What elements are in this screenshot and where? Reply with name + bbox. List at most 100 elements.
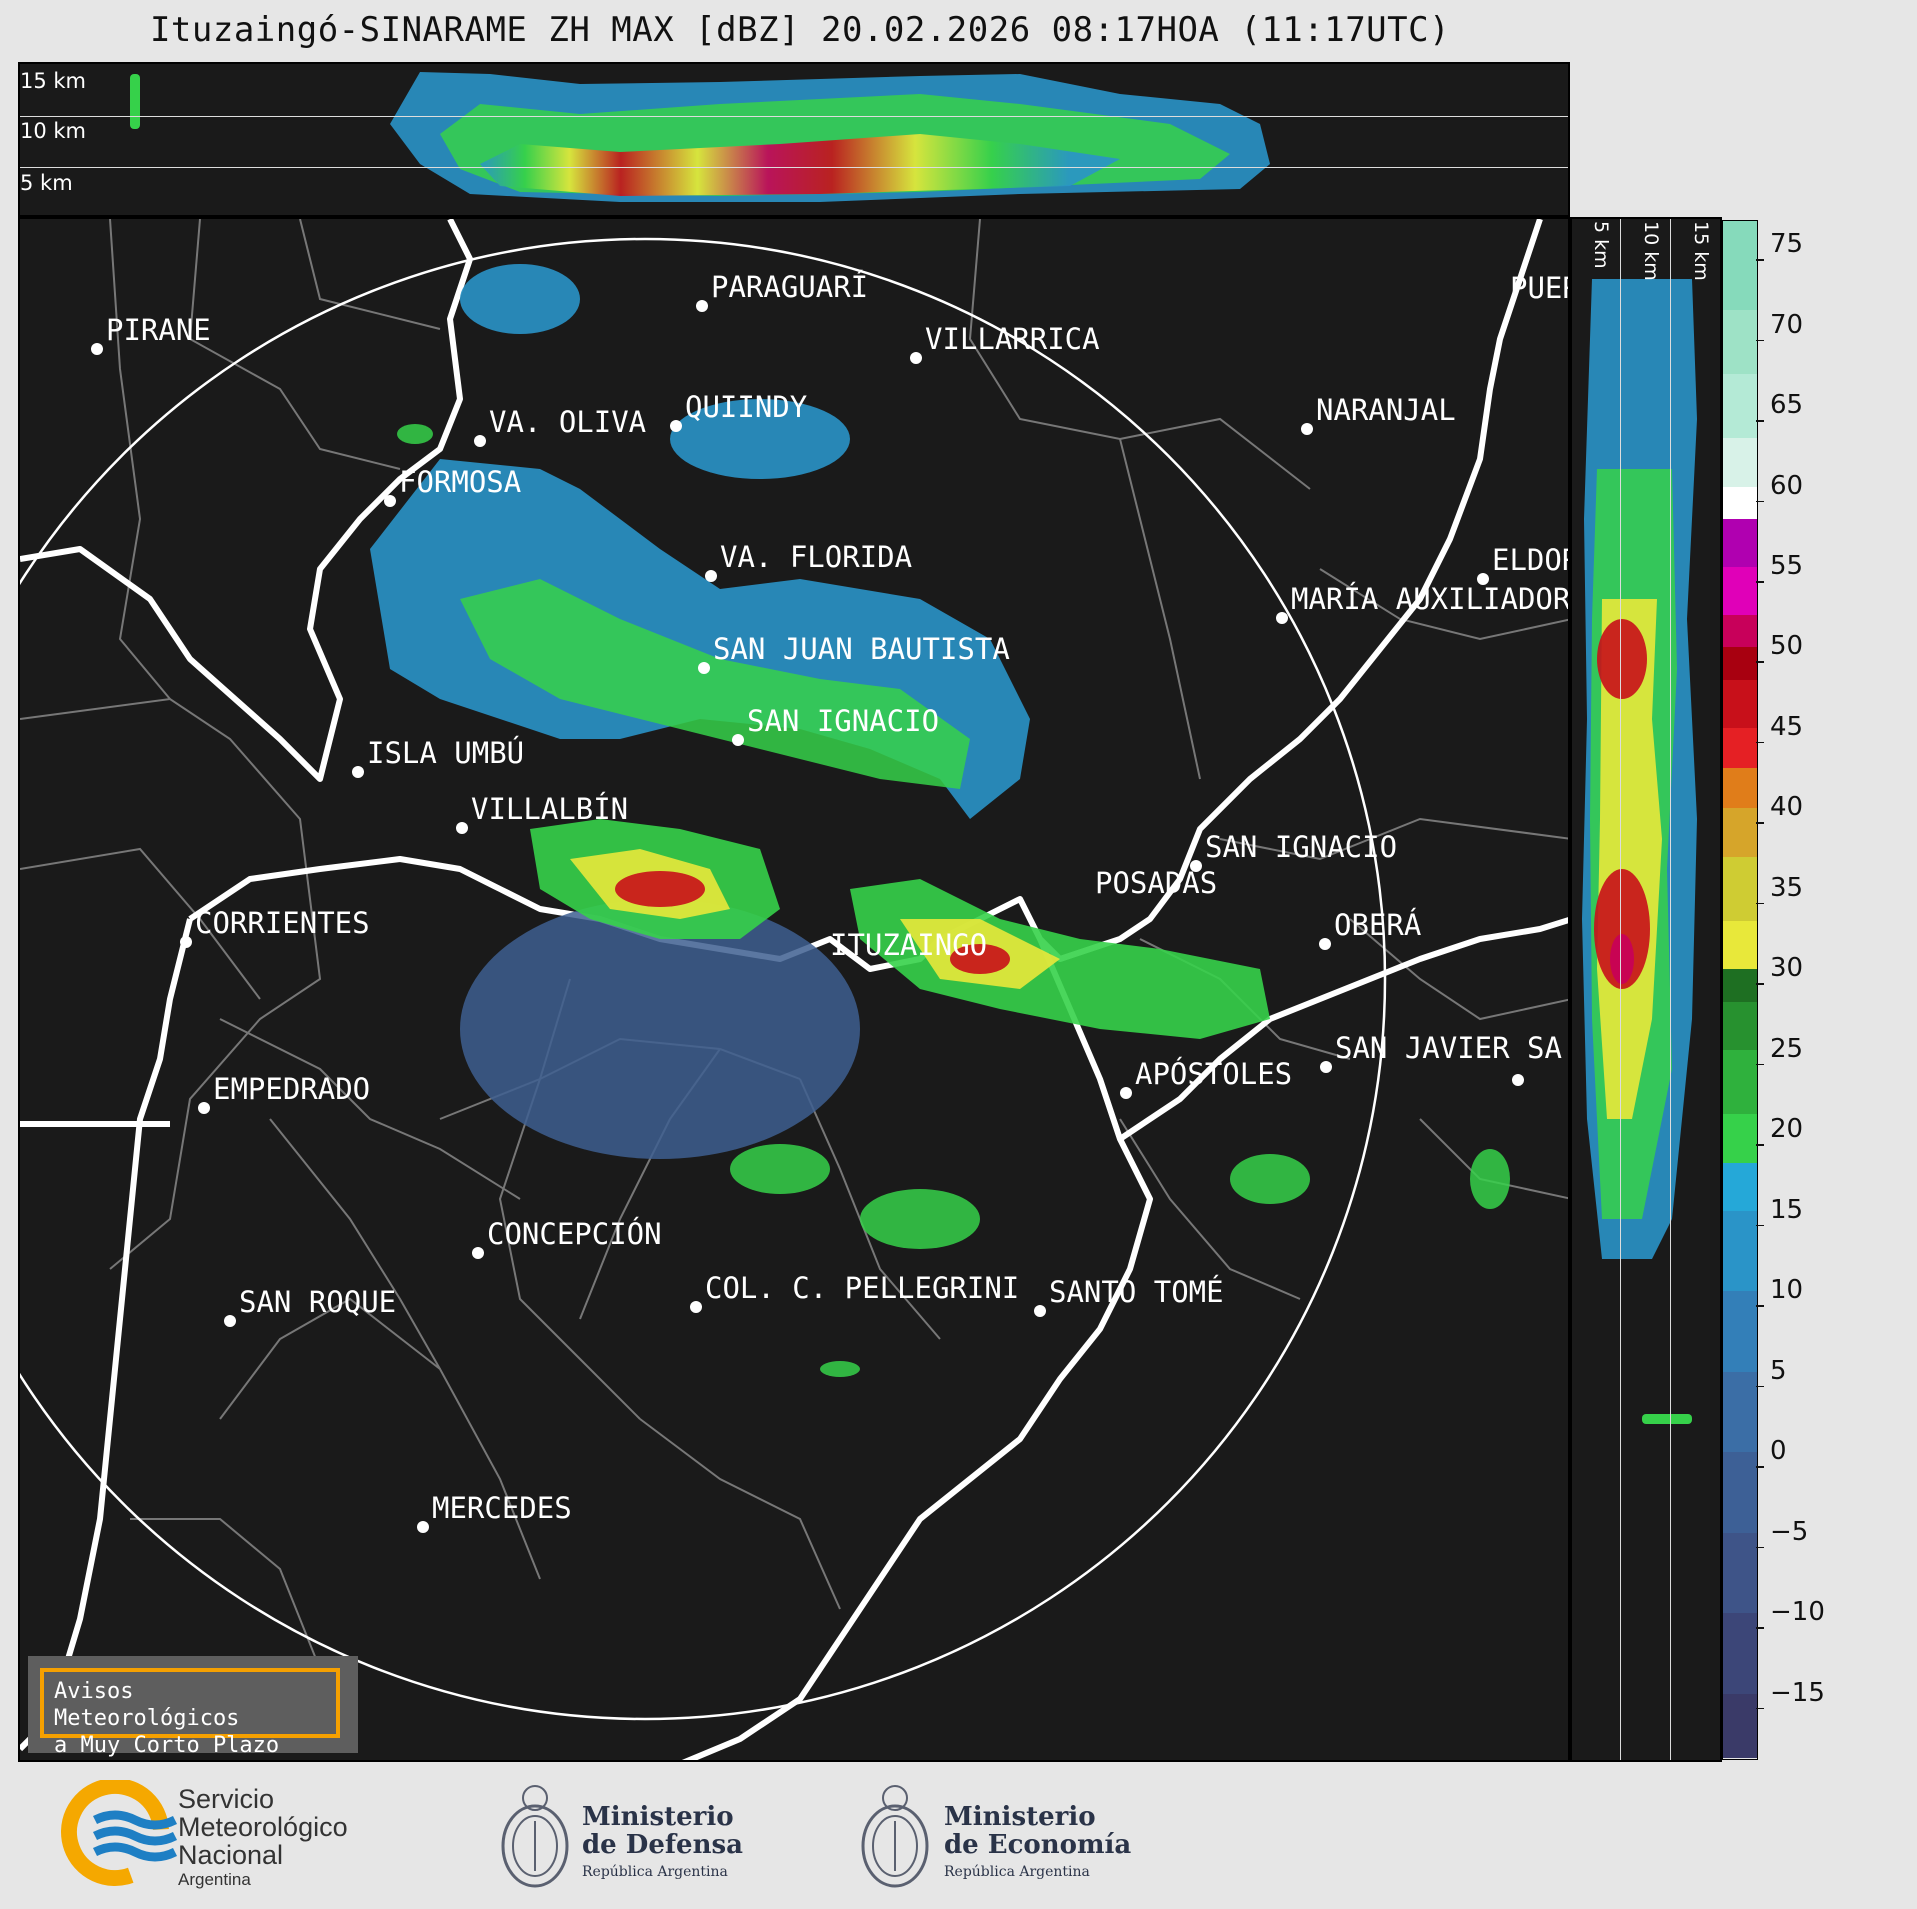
side-height-label-10km: 10 km [1640, 221, 1662, 281]
city-dot-sa [1512, 1074, 1524, 1086]
smn-line-1: Servicio [178, 1784, 275, 1814]
colorbar-segment [1723, 921, 1757, 970]
city-dot-maria-auxiliadora [1276, 612, 1288, 624]
city-dot-san-ignacio-py [732, 734, 744, 746]
colorbar-segment [1723, 1693, 1757, 1758]
colorbar-tick-label: 35 [1755, 873, 1803, 918]
city-label-sa: SA [1527, 1031, 1562, 1065]
international-borders [20, 219, 1568, 1760]
city-label-ituzaingo: ITUZAINGO [830, 928, 988, 962]
colorbar-tick-label: −10 [1756, 1597, 1825, 1642]
city-dot-obera [1319, 938, 1331, 950]
colorbar-tick-label: 10 [1755, 1275, 1803, 1320]
city-dot-villarrica [910, 352, 922, 364]
colorbar-segment [1723, 438, 1757, 487]
colorbar-segment [1723, 856, 1757, 922]
city-label-va-oliva: VA. OLIVA [489, 405, 647, 439]
colorbar-segment [1723, 1210, 1757, 1292]
colorbar-tick-label: 40 [1755, 792, 1803, 837]
top-height-label-15km: 15 km [20, 69, 87, 93]
city-dot-quiindy [670, 420, 682, 432]
defensa-line-1: Ministerio [582, 1802, 734, 1832]
colorbar-tick-label: 50 [1755, 631, 1803, 676]
colorbar-segment [1723, 615, 1757, 648]
city-dot-san-javier [1320, 1061, 1332, 1073]
city-dot-col-c-pellegrini [690, 1301, 702, 1313]
city-label-eldor: ELDOR [1492, 543, 1568, 577]
top-cross-section-panel: 15 km 10 km 5 km [18, 62, 1570, 217]
city-label-villalbin: VILLALBÍN [471, 792, 629, 826]
top-height-line-5km [20, 167, 1568, 168]
economia-line-3: República Argentina [944, 1864, 1090, 1880]
city-dot-san-ignacio-ar [1190, 860, 1202, 872]
city-label-san-javier: SAN JAVIER [1335, 1031, 1510, 1065]
colorbar-segment [1723, 1049, 1757, 1115]
city-dot-concepcion [472, 1247, 484, 1259]
colorbar-segment [1723, 1532, 1757, 1614]
city-label-naranjal: NARANJAL [1316, 393, 1456, 427]
colorbar-tick-label: 15 [1755, 1195, 1803, 1240]
city-label-san-ignacio-ar: SAN IGNACIO [1205, 830, 1398, 864]
colorbar-segment [1723, 486, 1757, 519]
smn-logo-icon [61, 1780, 178, 1886]
top-height-label-10km: 10 km [20, 119, 87, 143]
side-echo-profile [1582, 279, 1697, 1424]
colorbar-segment [1723, 518, 1757, 568]
side-echo-isolated [1642, 1414, 1692, 1424]
colorbar-tick-label: −15 [1756, 1678, 1825, 1723]
map-title: Ituzaingó-SINARAME ZH MAX [dBZ] 20.02.20… [149, 10, 1451, 50]
side-height-line-10km [1670, 219, 1671, 1760]
city-dot-villalbin [456, 822, 468, 834]
colorbar-segment [1723, 679, 1757, 728]
top-echo-isolated [130, 74, 140, 129]
colorbar-segment [1723, 768, 1757, 809]
colorbar-segment [1723, 567, 1757, 616]
colorbar-tick-label: 25 [1755, 1034, 1803, 1079]
city-label-san-ignacio-py: SAN IGNACIO [747, 704, 940, 738]
city-dot-san-roque [224, 1315, 236, 1327]
city-label-posadas: POSADAS [1095, 866, 1218, 900]
city-dot-paraguari [696, 300, 708, 312]
colorbar-tick-label: 0 [1756, 1436, 1787, 1481]
colorbar-segment [1723, 309, 1757, 374]
side-height-label-15km: 15 km [1690, 221, 1712, 281]
colorbar-segment [1723, 1162, 1757, 1211]
city-label-maria-auxiliadora: MARÍA AUXILIADOR [1291, 582, 1570, 616]
colorbar-tick-label: −5 [1755, 1517, 1808, 1562]
colorbar-segment [1723, 727, 1757, 769]
warning-panel[interactable]: Avisos Meteorológicos a Muy Corto Plazo [28, 1656, 358, 1758]
city-label-corrientes: CORRIENTES [195, 906, 370, 940]
colorbar-segment [1723, 808, 1757, 857]
colorbar-tick-label: 20 [1755, 1114, 1803, 1159]
city-label-santo-tome: SANTO TOMÉ [1049, 1275, 1224, 1309]
precipitation-echoes [370, 264, 1510, 1377]
colorbar-segment [1723, 1371, 1757, 1453]
colorbar-segment [1723, 1001, 1757, 1050]
smn-line-3: Nacional [178, 1840, 284, 1870]
city-label-isla-umbu: ISLA UMBÚ [367, 736, 525, 770]
warning-button[interactable]: Avisos Meteorológicos a Muy Corto Plazo [40, 1668, 340, 1758]
radar-map[interactable]: PIRANE PARAGUARÍ VILLARRICA QUIINDY VA. … [18, 217, 1570, 1762]
city-label-empedrado: EMPEDRADO [213, 1072, 371, 1106]
city-label-va-florida: VA. FLORIDA [720, 540, 913, 574]
colorbar-segment [1723, 1452, 1757, 1533]
colorbar-tick-label: 55 [1755, 551, 1803, 596]
city-dot-va-florida [705, 570, 717, 582]
ground-clutter [460, 899, 860, 1159]
city-dot-apostoles [1120, 1087, 1132, 1099]
city-dot-corrientes [180, 936, 192, 948]
defensa-seal-icon [501, 1785, 569, 1888]
city-label-villarrica: VILLARRICA [925, 322, 1100, 356]
city-label-formosa: FORMOSA [399, 465, 522, 499]
city-dot-santo-tome [1034, 1305, 1046, 1317]
economia-seal-icon [861, 1785, 929, 1888]
defensa-line-2: de Defensa [582, 1830, 743, 1860]
side-cross-section-panel: 5 km 10 km 15 km [1570, 217, 1722, 1762]
top-height-label-5km: 5 km [20, 171, 73, 195]
colorbar-segment [1723, 1114, 1757, 1163]
colorbar-segment [1723, 647, 1757, 680]
top-echo-core [480, 134, 1120, 196]
radar-map-graphics [20, 219, 1568, 1760]
warning-line-2: a Muy Corto Plazo [54, 1733, 280, 1758]
colorbar-tick-label: 70 [1755, 310, 1803, 355]
